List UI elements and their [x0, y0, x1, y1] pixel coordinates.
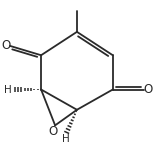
Text: O: O — [143, 83, 152, 96]
Text: H: H — [62, 134, 70, 144]
Text: O: O — [1, 39, 11, 52]
Text: O: O — [48, 125, 57, 138]
Text: H: H — [4, 84, 12, 95]
